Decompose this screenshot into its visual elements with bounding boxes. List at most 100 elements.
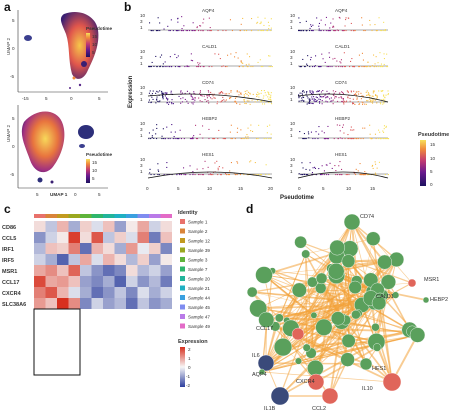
umap-bottom-legend-title: Pseudotime <box>86 152 112 157</box>
expr-point <box>335 170 337 172</box>
heatmap-cell <box>160 254 172 265</box>
expr-point <box>242 138 244 140</box>
expr-point <box>251 99 253 101</box>
expr-point <box>384 29 386 31</box>
expr-point <box>311 90 313 92</box>
heatmap-cell <box>34 221 46 232</box>
expr-point <box>202 168 204 170</box>
expr-point <box>325 96 327 98</box>
expr-point <box>306 92 308 94</box>
identity-swatch <box>180 238 185 243</box>
expr-point <box>261 90 263 92</box>
expr-point <box>239 103 241 105</box>
cluster-point <box>50 180 54 184</box>
strip-ytick: 10 <box>140 157 146 162</box>
expr-point <box>153 174 155 176</box>
expr-point <box>202 174 204 176</box>
heatmap-cell <box>114 276 126 287</box>
expr-point <box>372 167 374 169</box>
cluster-right <box>78 125 94 139</box>
label-aqp4: AQP4 <box>252 372 267 378</box>
expr-point <box>312 167 314 169</box>
expr-point <box>270 99 272 101</box>
expr-point <box>325 30 327 32</box>
expr-point <box>164 92 166 94</box>
expr-point <box>198 30 200 32</box>
expr-point <box>355 91 357 93</box>
expr-point <box>327 138 329 140</box>
strip-ytick: 10 <box>290 85 296 90</box>
expr-point <box>303 91 305 93</box>
expr-point <box>262 66 264 68</box>
expr-point <box>192 173 194 175</box>
expr-point <box>303 96 305 98</box>
expr-point <box>266 30 268 32</box>
heatmap-cell <box>149 254 161 265</box>
heatmap-cell <box>137 254 149 265</box>
expr-point <box>247 138 249 140</box>
expr-point <box>230 97 232 99</box>
expr-point <box>360 92 362 94</box>
expr-point <box>381 99 383 101</box>
expr-point <box>218 92 220 94</box>
expr-point <box>158 170 160 172</box>
identity-segment <box>45 214 57 218</box>
strip-title: CD74 <box>335 80 347 85</box>
expr-point <box>198 64 200 66</box>
expr-point <box>372 95 374 97</box>
network-node <box>295 357 303 365</box>
expr-point <box>369 98 371 100</box>
umap-bottom-xtick-1: 5 <box>36 192 39 197</box>
strip-ytick: 1 <box>290 25 293 30</box>
expr-point <box>192 103 194 105</box>
expr-point <box>258 93 260 95</box>
expr-point <box>212 174 214 176</box>
expr-point <box>170 92 172 94</box>
expr-point <box>164 95 166 97</box>
expr-point <box>301 97 303 99</box>
expr-point <box>188 66 190 68</box>
b-legend-tick-10: 10 <box>430 156 436 161</box>
heatmap-cell <box>114 254 126 265</box>
expr-point <box>306 103 308 105</box>
expr-point <box>157 100 159 102</box>
expr-point <box>377 62 379 64</box>
expr-point <box>214 162 216 164</box>
expr-point <box>380 63 382 65</box>
expr-point <box>346 100 348 102</box>
expr-point <box>263 90 265 92</box>
expr-point <box>318 66 320 68</box>
expr-point <box>210 30 212 32</box>
expr-point <box>362 102 364 104</box>
expr-point <box>323 132 325 134</box>
panel-a: UMAP 2 5 0 -5 -15 5 0 5 Pseudotime 15 10… <box>6 10 112 197</box>
expr-point <box>364 127 366 129</box>
expr-point <box>221 91 223 93</box>
expr-point <box>162 63 164 65</box>
expr-point <box>318 22 320 24</box>
expr-point <box>252 66 254 68</box>
identity-legend-item: Sample 39 <box>188 248 210 253</box>
expr-point <box>342 126 344 128</box>
expr-point <box>336 60 338 62</box>
expr-point <box>236 90 238 92</box>
expr-point <box>150 101 152 103</box>
expr-point <box>263 24 265 26</box>
expr-point <box>156 96 158 98</box>
expr-point <box>362 127 364 129</box>
identity-legend-item: Sample 12 <box>188 239 210 244</box>
expr-point <box>323 174 325 176</box>
b-right-xtick-0: 0 <box>298 186 301 191</box>
expr-point <box>268 92 270 94</box>
expr-point <box>172 103 174 105</box>
expr-point <box>326 138 328 140</box>
expr-point <box>345 30 347 32</box>
expr-point <box>217 174 219 176</box>
expr-point <box>180 91 182 93</box>
expr-point <box>325 164 327 166</box>
expr-point <box>221 91 223 93</box>
expr-point <box>380 30 382 32</box>
heatmap-cell <box>45 287 57 298</box>
expr-point <box>303 100 305 102</box>
